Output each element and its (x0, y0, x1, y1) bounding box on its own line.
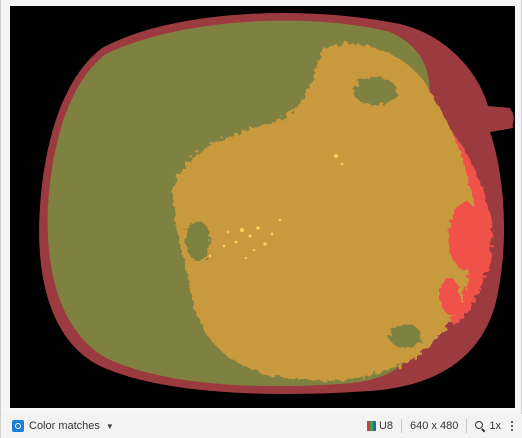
image-type-indicator: U8 (366, 420, 394, 432)
status-bar: Color matches ▼ U8 640 x 480 1x (1, 414, 522, 438)
magnifier-icon (475, 420, 486, 432)
kebab-menu-icon[interactable] (509, 421, 515, 431)
zoom-label: 1x (489, 420, 501, 432)
olive-patch (186, 221, 210, 261)
chevron-down-icon: ▼ (105, 421, 114, 431)
resolution-label: 640 x 480 (410, 420, 459, 432)
color-match-image (10, 6, 515, 408)
yellow-specks (208, 154, 344, 260)
gold-match-region (173, 43, 475, 381)
zoom-control[interactable]: 1x (475, 420, 501, 432)
divider (466, 419, 468, 433)
olive-patch (353, 77, 397, 105)
mango-stem (480, 106, 514, 131)
color-match-icon (12, 420, 24, 432)
divider (401, 419, 403, 433)
red-patch (440, 278, 460, 314)
red-patch (449, 202, 481, 270)
olive-patch (389, 324, 421, 348)
color-matches-dropdown[interactable]: Color matches ▼ (12, 418, 114, 434)
status-right-group: U8 640 x 480 1x (366, 418, 515, 434)
image-canvas[interactable] (10, 6, 515, 408)
rgb-channels-icon (366, 421, 376, 431)
mode-label: Color matches (29, 420, 100, 432)
image-type-label: U8 (378, 420, 394, 432)
